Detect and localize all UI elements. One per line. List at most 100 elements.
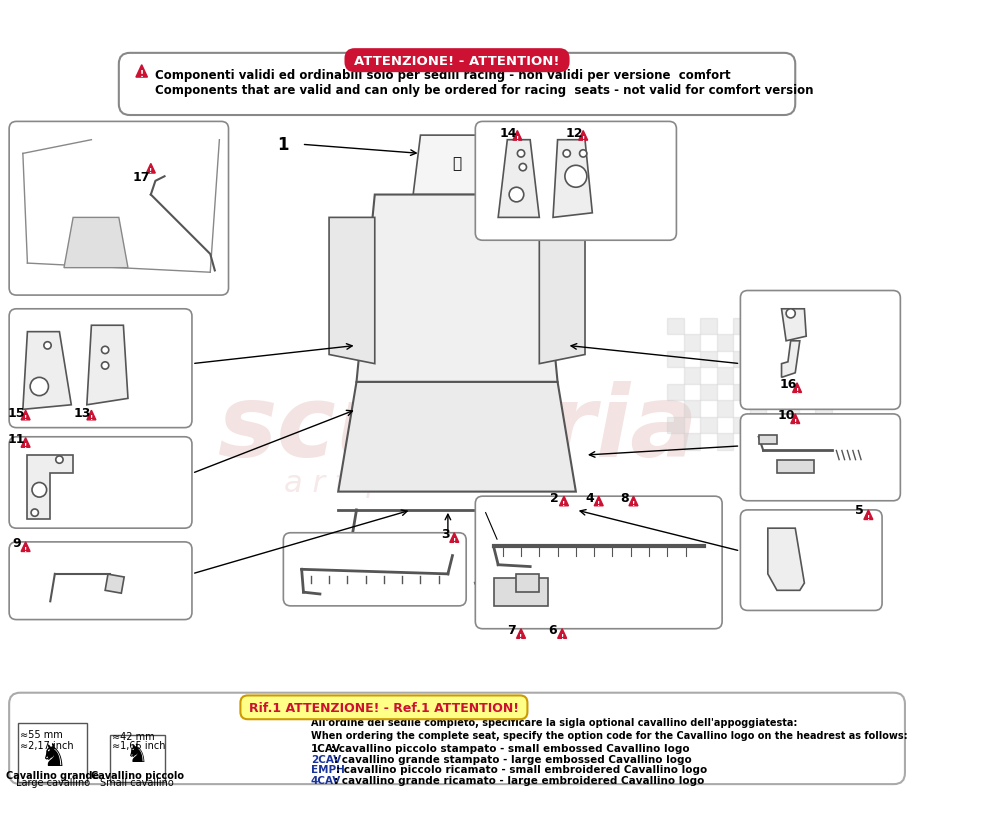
Polygon shape xyxy=(21,411,30,420)
Text: Cavallino grande: Cavallino grande xyxy=(6,770,100,780)
Text: ≈55 mm: ≈55 mm xyxy=(20,729,63,739)
Text: a r t  p a r t s: a r t p a r t s xyxy=(284,468,484,497)
Bar xyxy=(733,385,750,401)
Bar xyxy=(700,385,717,401)
FancyBboxPatch shape xyxy=(9,309,192,428)
Text: !: ! xyxy=(867,514,870,520)
Text: !: ! xyxy=(140,70,144,79)
FancyBboxPatch shape xyxy=(9,122,229,296)
Polygon shape xyxy=(27,456,73,519)
Bar xyxy=(777,460,814,474)
Polygon shape xyxy=(553,141,592,218)
Text: ATTENZIONE! - ATTENTION!: ATTENZIONE! - ATTENTION! xyxy=(354,55,560,68)
Bar xyxy=(667,385,684,401)
Circle shape xyxy=(56,457,63,464)
FancyBboxPatch shape xyxy=(240,696,527,719)
Bar xyxy=(750,433,766,450)
FancyBboxPatch shape xyxy=(475,122,676,241)
Circle shape xyxy=(580,151,587,158)
Polygon shape xyxy=(64,218,128,268)
Polygon shape xyxy=(768,528,804,590)
Bar xyxy=(684,433,700,450)
Bar xyxy=(717,335,733,351)
Bar xyxy=(684,335,700,351)
Polygon shape xyxy=(579,131,588,141)
Bar xyxy=(782,335,799,351)
Text: !: ! xyxy=(519,633,523,639)
Polygon shape xyxy=(560,496,568,506)
Text: All'ordine del sedile completo, specificare la sigla optional cavallino dell'app: All'ordine del sedile completo, specific… xyxy=(311,717,797,727)
Text: Large cavallino: Large cavallino xyxy=(16,777,90,787)
Bar xyxy=(717,433,733,450)
Bar xyxy=(700,351,717,368)
Bar xyxy=(815,433,832,450)
Bar xyxy=(815,368,832,385)
Bar xyxy=(766,351,782,368)
Text: 15: 15 xyxy=(8,406,25,419)
FancyBboxPatch shape xyxy=(740,414,900,501)
Bar xyxy=(105,575,124,594)
Text: ≈1,65 inch: ≈1,65 inch xyxy=(112,740,165,750)
Polygon shape xyxy=(136,65,147,78)
Text: !: ! xyxy=(453,537,456,543)
Polygon shape xyxy=(23,332,71,410)
Polygon shape xyxy=(517,629,526,638)
Bar xyxy=(815,401,832,417)
Text: 2CAV: 2CAV xyxy=(311,753,341,763)
Circle shape xyxy=(32,483,47,498)
Text: 10: 10 xyxy=(777,409,795,422)
FancyBboxPatch shape xyxy=(346,50,569,72)
Text: When ordering the complete seat, specify the option code for the Cavallino logo : When ordering the complete seat, specify… xyxy=(311,730,907,740)
Bar xyxy=(733,318,750,335)
Polygon shape xyxy=(338,382,576,492)
Polygon shape xyxy=(629,496,638,506)
Bar xyxy=(799,351,815,368)
Polygon shape xyxy=(864,510,873,520)
Text: 9: 9 xyxy=(12,537,21,550)
Circle shape xyxy=(509,188,524,203)
Text: ♞: ♞ xyxy=(126,742,148,766)
Bar xyxy=(733,351,750,368)
FancyBboxPatch shape xyxy=(119,54,795,116)
Text: 8: 8 xyxy=(620,491,629,504)
Text: !: ! xyxy=(597,500,600,507)
Polygon shape xyxy=(413,136,501,195)
Polygon shape xyxy=(498,141,539,218)
Polygon shape xyxy=(87,411,96,420)
FancyBboxPatch shape xyxy=(9,693,905,784)
Circle shape xyxy=(565,166,587,188)
Bar xyxy=(667,417,684,433)
Text: !: ! xyxy=(796,387,799,394)
Text: Componenti validi ed ordinabili solo per sedili racing - non validi per versione: Componenti validi ed ordinabili solo per… xyxy=(155,69,731,82)
Bar xyxy=(766,318,782,335)
Text: : cavallino piccolo stampato - small embossed Cavallino logo: : cavallino piccolo stampato - small emb… xyxy=(331,743,690,753)
Bar xyxy=(799,385,815,401)
Polygon shape xyxy=(87,326,128,405)
Bar xyxy=(700,417,717,433)
Bar xyxy=(815,335,832,351)
Circle shape xyxy=(44,342,51,350)
Text: 4: 4 xyxy=(585,491,594,504)
Text: 7: 7 xyxy=(508,624,516,636)
Text: !: ! xyxy=(632,500,635,507)
Polygon shape xyxy=(513,131,522,141)
Circle shape xyxy=(563,151,570,158)
Polygon shape xyxy=(558,629,567,638)
Text: !: ! xyxy=(24,547,27,552)
Text: 16: 16 xyxy=(779,378,797,391)
Bar xyxy=(717,401,733,417)
Text: ≈2,17 inch: ≈2,17 inch xyxy=(20,740,74,750)
Text: !: ! xyxy=(516,136,519,141)
Text: 1: 1 xyxy=(278,136,289,154)
Polygon shape xyxy=(782,342,800,378)
Bar xyxy=(110,735,165,782)
Bar xyxy=(667,351,684,368)
Bar xyxy=(684,401,700,417)
Text: 3: 3 xyxy=(441,528,449,541)
Bar xyxy=(750,401,766,417)
Polygon shape xyxy=(356,195,558,382)
Bar xyxy=(782,368,799,385)
Bar xyxy=(516,574,539,592)
Text: 12: 12 xyxy=(565,127,583,140)
Polygon shape xyxy=(21,543,30,552)
